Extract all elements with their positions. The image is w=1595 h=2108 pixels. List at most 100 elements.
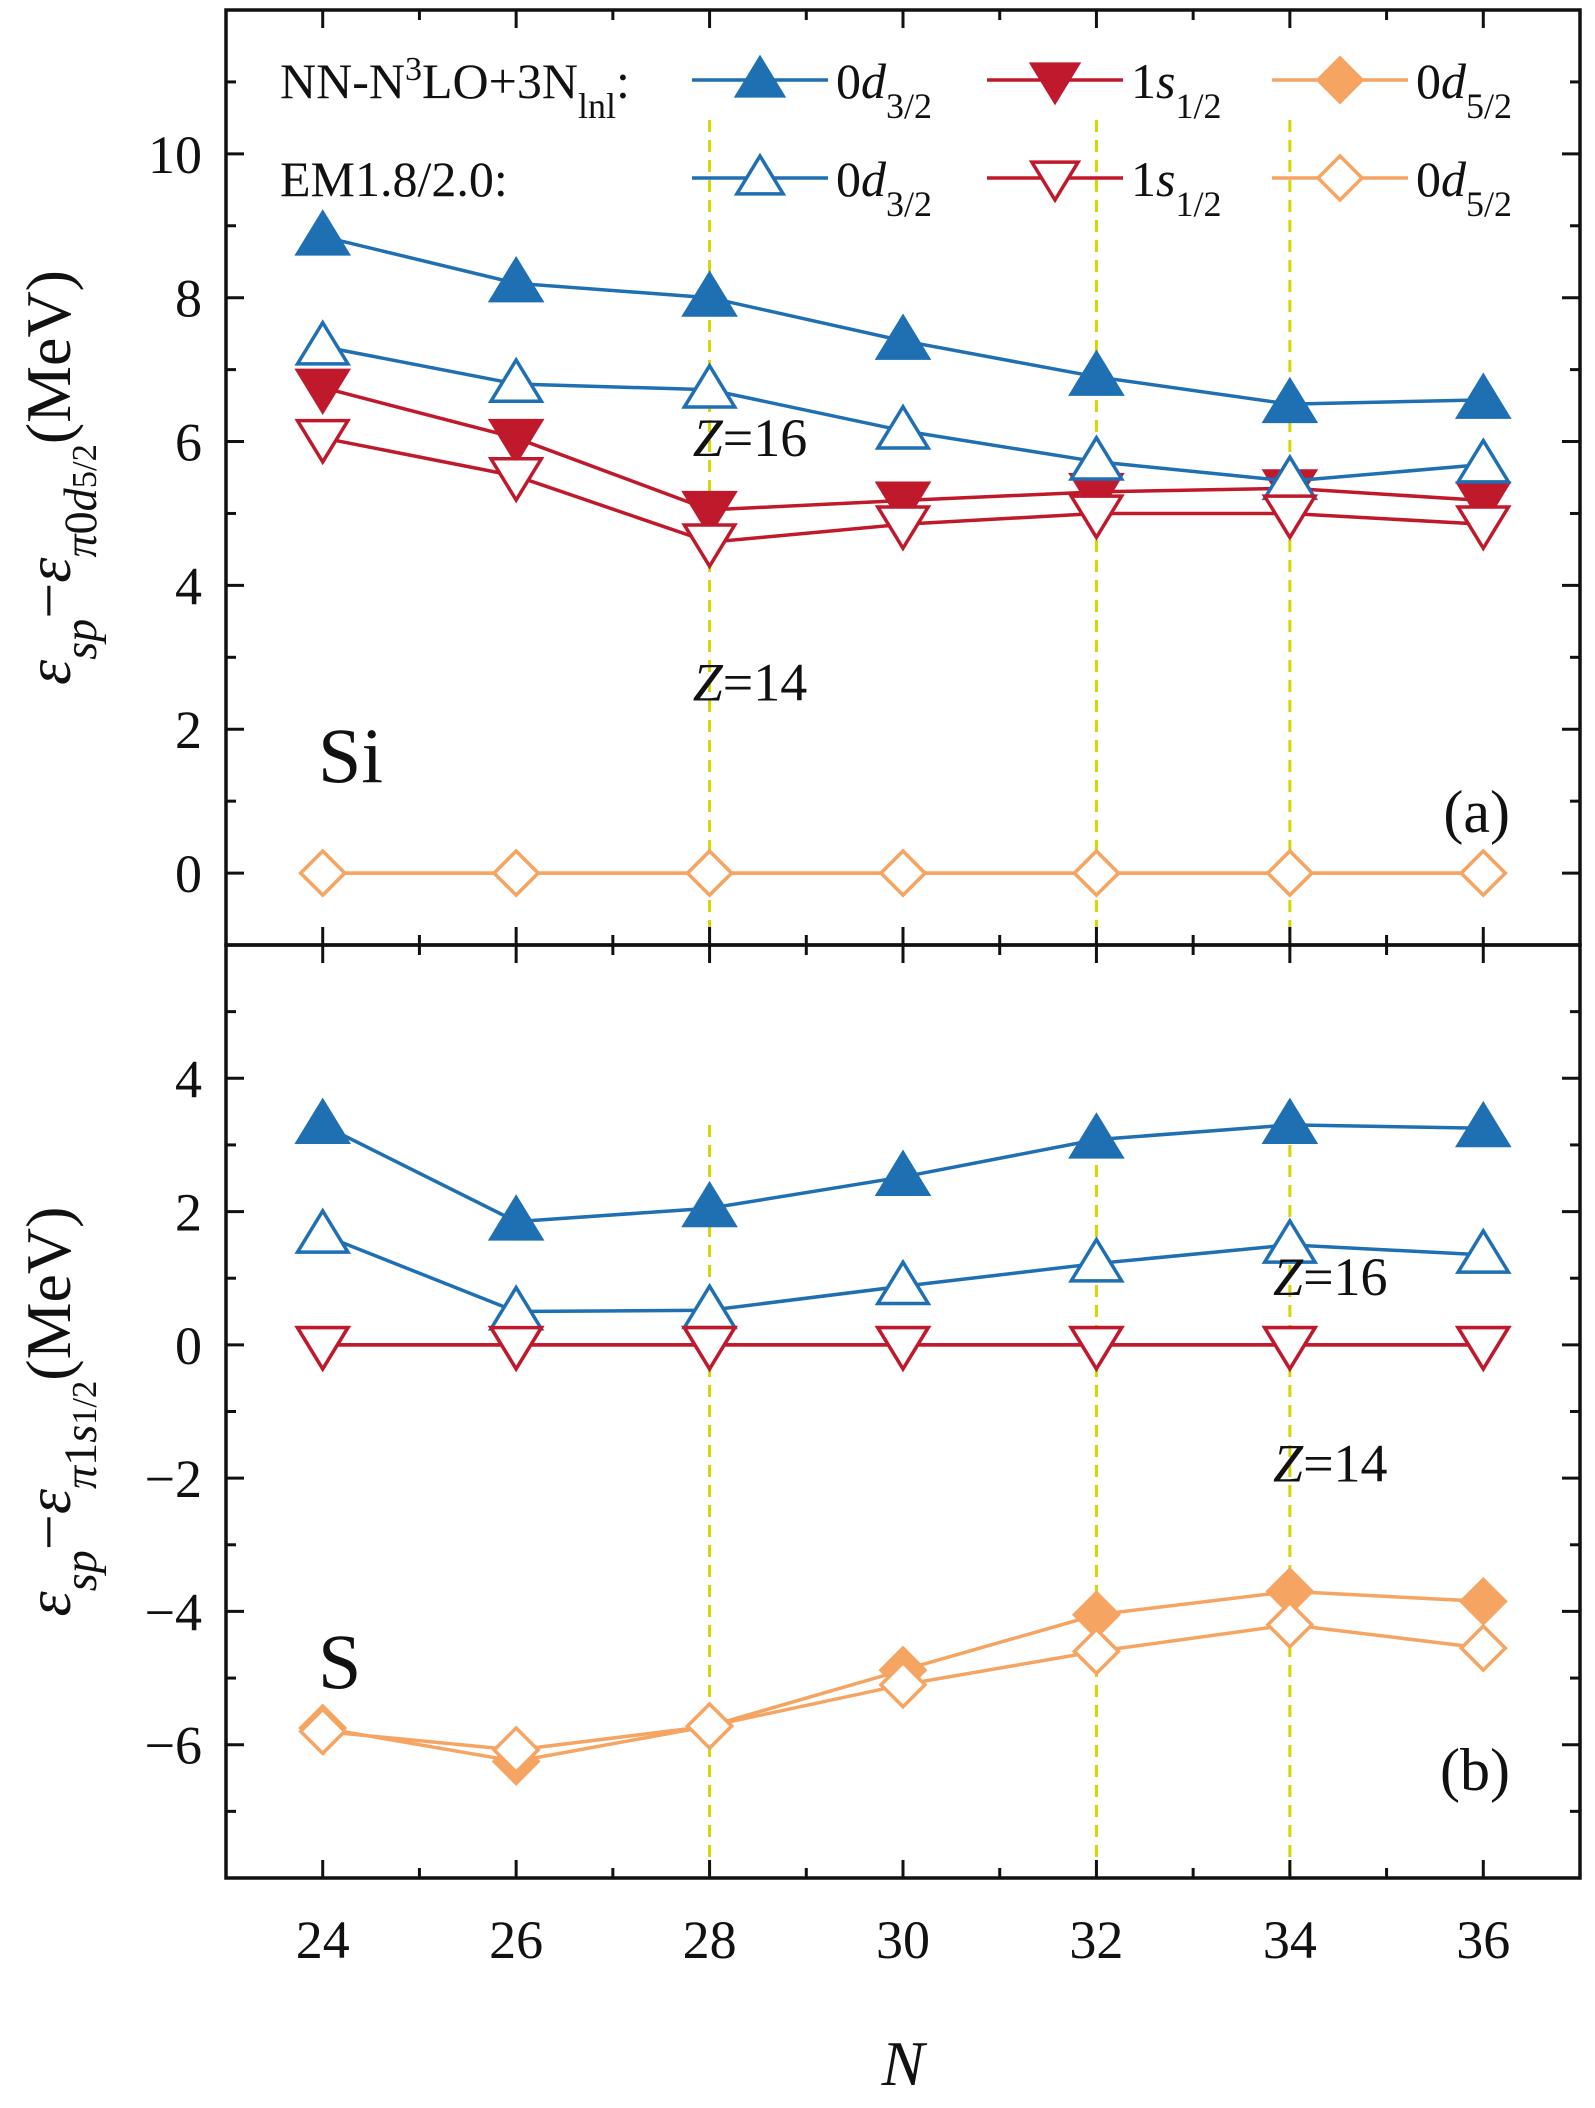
series-em1-8-2-0-0d5-2 <box>298 848 1508 898</box>
panel-frame <box>224 943 1582 1880</box>
data-point <box>298 848 348 898</box>
data-point <box>878 848 928 898</box>
data-point <box>294 209 352 256</box>
data-point <box>1261 494 1319 541</box>
y-tick-label: 4 <box>175 1049 202 1109</box>
panel-label: (b) <box>1440 1737 1510 1803</box>
legend: NN-N3LO+3Nlnl: 0d3/2 1s1/2 0d5/2 EM1.8/2.0: 0… <box>280 51 1512 225</box>
data-point <box>294 1325 352 1373</box>
y-tick-label: 10 <box>148 125 202 185</box>
annotation: Z=14 <box>693 652 808 712</box>
panel-b: −6 −4 −2 0 2 4 Z=16 Z=14 S (b) εsp−επ1s1/2(MeV) <box>13 943 1582 1880</box>
legend-marker <box>1028 160 1082 204</box>
series-em1-8-2-0-0d3-2 <box>294 1207 1512 1331</box>
data-point <box>491 1725 541 1775</box>
data-point <box>1261 376 1319 424</box>
data-point <box>1261 1217 1319 1264</box>
legend-entry-label: 1s1/2 <box>1131 151 1221 224</box>
data-point <box>1458 1623 1508 1673</box>
data-point <box>294 368 352 415</box>
legend-marker <box>733 54 787 98</box>
data-point <box>1265 1600 1315 1650</box>
legend-entry-label: 0d3/2 <box>836 53 932 126</box>
y-tick-label: 2 <box>175 700 202 760</box>
y-tick-label: −6 <box>145 1716 202 1776</box>
x-tick-label: 36 <box>1456 1910 1510 1970</box>
data-point <box>1068 494 1125 541</box>
data-point <box>874 1325 932 1373</box>
legend-entry-label: 1s1/2 <box>1131 53 1221 126</box>
legend-marker <box>1028 62 1082 106</box>
series-em1-8-2-0-1s1-2 <box>294 1325 1512 1373</box>
data-point <box>1454 1325 1512 1373</box>
series-nn-n3lo-3nlnl-0d3-2 <box>294 209 1512 424</box>
series-em1-8-2-0-1s1-2 <box>294 418 1512 570</box>
data-point <box>874 1149 932 1196</box>
legend-marker <box>1315 55 1365 105</box>
data-point <box>491 848 541 898</box>
data-point <box>874 1258 932 1306</box>
y-axis-label: εsp−επ0d5/2(MeV) <box>13 270 106 685</box>
legend-group-label: EM1.8/2.0: <box>280 151 508 207</box>
legend-entry-label: 0d5/2 <box>1416 53 1512 126</box>
legend-marker <box>1315 153 1365 203</box>
annotation: Z=14 <box>1273 1433 1388 1493</box>
data-point <box>1068 1112 1125 1159</box>
y-tick-label: 2 <box>175 1183 202 1243</box>
data-point <box>1068 434 1125 481</box>
data-point <box>1454 437 1512 484</box>
data-point <box>1454 505 1512 552</box>
data-point <box>1454 372 1512 419</box>
data-point <box>1265 848 1315 898</box>
data-point <box>874 481 932 528</box>
data-point <box>681 1325 738 1373</box>
data-point <box>487 418 545 466</box>
data-point <box>1068 1325 1125 1373</box>
y-tick-label: −4 <box>145 1582 202 1642</box>
x-tick-label: 26 <box>489 1910 543 1970</box>
y-tick-label: 6 <box>175 413 202 473</box>
data-point <box>487 1325 545 1373</box>
annotation: Z=16 <box>693 408 808 468</box>
legend-entry-label: 0d3/2 <box>836 151 932 224</box>
data-point <box>681 1180 738 1228</box>
data-point <box>487 1284 545 1331</box>
panel-a: 0 2 4 6 8 10 Z=16 Z=14 Si (a) εsp−επ0d5/2(MeV) <box>13 8 1582 947</box>
data-point <box>1071 1626 1121 1676</box>
data-point <box>685 848 735 898</box>
data-point <box>1458 848 1508 898</box>
data-point <box>878 1660 928 1710</box>
data-point <box>1454 1100 1512 1148</box>
x-axis-label: N <box>881 2028 928 2099</box>
data-point <box>874 505 932 552</box>
legend-entry-label: 0d5/2 <box>1416 151 1512 224</box>
series-em1-8-2-0-0d5-2 <box>298 1600 1508 1775</box>
data-point <box>1458 1576 1508 1626</box>
data-point <box>294 418 352 466</box>
y-tick-label: 8 <box>175 269 202 329</box>
x-tick-label: 24 <box>296 1910 350 1970</box>
data-point <box>685 1701 735 1751</box>
data-point <box>298 1706 348 1756</box>
y-axis-label: εsp−επ1s1/2(MeV) <box>13 1207 106 1617</box>
annotation: Z=16 <box>1273 1247 1388 1307</box>
y-tick-label: 0 <box>175 844 202 904</box>
y-tick-label: 0 <box>175 1316 202 1376</box>
series-em1-8-2-0-0d3-2 <box>294 319 1512 501</box>
element-label: Si <box>318 712 383 799</box>
data-point <box>487 1194 545 1241</box>
data-point <box>1261 1325 1319 1373</box>
series-nn-n3lo-3nlnl-0d3-2 <box>294 1097 1512 1241</box>
data-point <box>294 1097 352 1144</box>
data-point <box>874 313 932 360</box>
data-point <box>874 403 932 450</box>
data-point <box>1261 1097 1319 1144</box>
x-tick-label: 32 <box>1069 1910 1123 1970</box>
data-point <box>681 523 738 570</box>
y-tick-label: −2 <box>145 1449 202 1509</box>
data-point <box>1068 349 1125 396</box>
x-tick-label: 34 <box>1263 1910 1317 1970</box>
panel-label: (a) <box>1443 779 1510 845</box>
data-point <box>681 270 738 317</box>
